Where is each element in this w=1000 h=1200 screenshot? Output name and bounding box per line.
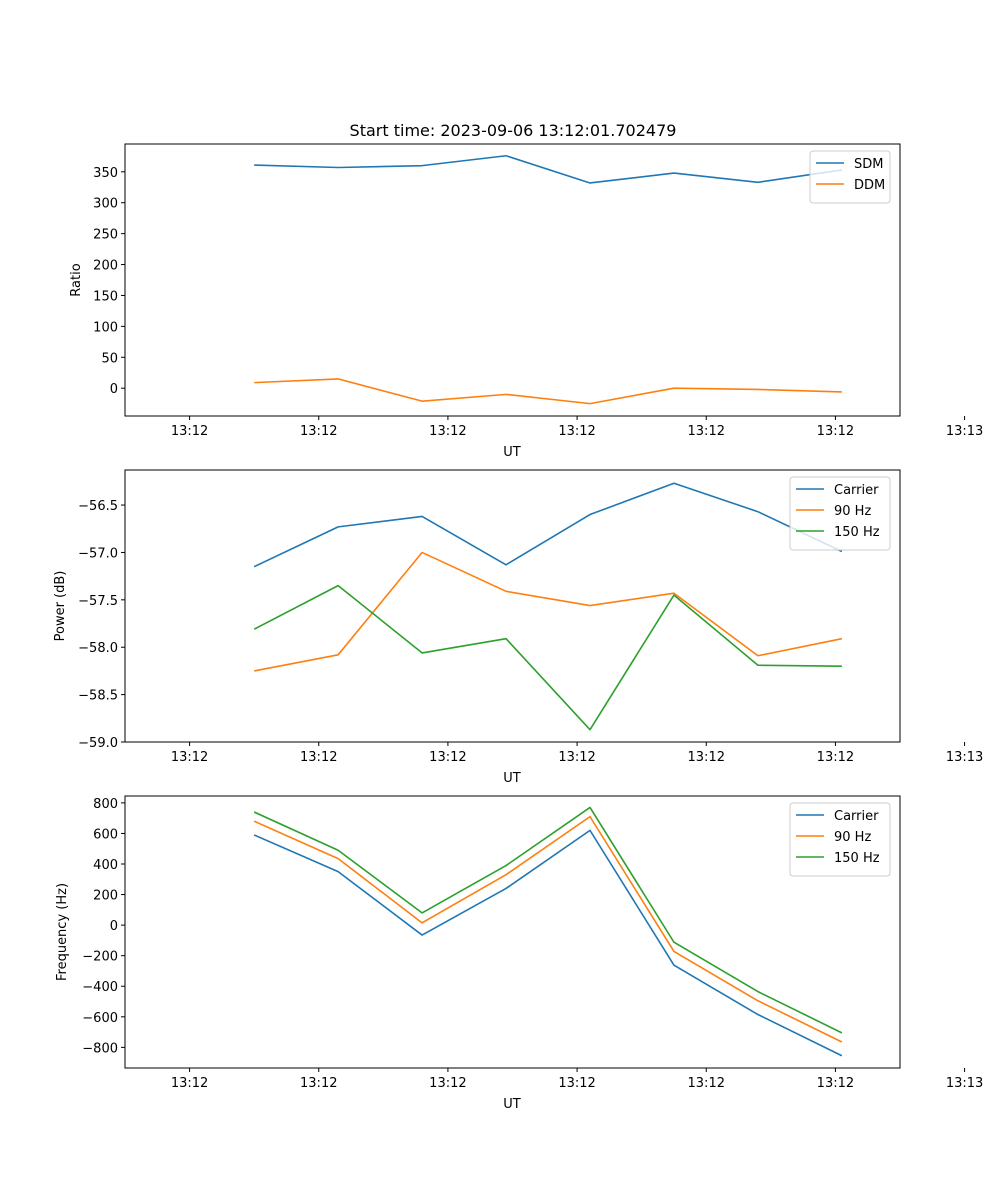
frequency-x-axis: 13:12 13:12 13:12 13:12 13:12 13:12 13:13 (171, 1068, 983, 1091)
frequency-x-tick-label: 13:12 (300, 1076, 337, 1091)
power-x-tick-label: 13:12 (817, 750, 854, 765)
power-panel: 13:12 13:12 13:12 13:12 13:12 13:12 13:13 −59.… (53, 469, 983, 786)
power-y-tick-label: −58.5 (78, 689, 118, 704)
frequency-y-axis: −800 −600 −400 −200 0 200 400 600 800 (82, 797, 125, 1056)
ratio-y-axis: 0 50 100 150 200 250 300 350 (93, 166, 125, 397)
power-x-tick-label: 13:12 (300, 750, 337, 765)
frequency-y-tick-label: −800 (82, 1041, 118, 1056)
frequency-y-axis-label: Frequency (Hz) (55, 883, 70, 981)
frequency-y-tick-label: 200 (93, 889, 118, 904)
power-y-tick-label: −57.0 (78, 546, 118, 561)
frequency-x-tick-label: 13:12 (429, 1076, 466, 1091)
power-legend-label-2: 150 Hz (834, 525, 880, 540)
frequency-series-line-2 (253, 806, 843, 1034)
power-x-tick-label: 13:12 (688, 750, 725, 765)
frequency-legend-label-2: 150 Hz (834, 851, 880, 866)
frequency-y-tick-label: 0 (110, 919, 118, 934)
ratio-panel: Start time: 2023-09-06 13:12:01.702479 1… (69, 121, 983, 460)
ratio-y-tick-label: 300 (93, 197, 118, 212)
power-y-axis: −59.0 −58.5 −58.0 −57.5 −57.0 −56.5 (78, 499, 125, 751)
ratio-x-tick-label: 13:12 (300, 424, 337, 439)
power-x-axis: 13:12 13:12 13:12 13:12 13:12 13:12 13:13 (171, 742, 983, 765)
power-series-group (253, 482, 843, 731)
power-y-axis-label: Power (dB) (53, 571, 68, 642)
power-series-line-1 (254, 551, 843, 672)
ratio-axes-frame (124, 143, 901, 417)
ratio-x-tick-label: 13:12 (558, 424, 595, 439)
frequency-panel: 13:12 13:12 13:12 13:12 13:12 13:12 13:13 −800… (55, 795, 983, 1112)
ratio-x-tick-label: 13:12 (429, 424, 466, 439)
power-series-line-2 (253, 584, 842, 731)
frequency-series-line-0 (253, 829, 843, 1057)
frequency-legend: Carrier 90 Hz 150 Hz (789, 802, 891, 877)
frequency-series-line-1 (253, 815, 843, 1043)
frequency-x-tick-label: 13:13 (946, 1076, 983, 1091)
frequency-y-tick-label: 800 (93, 797, 118, 812)
frequency-x-tick-label: 13:12 (558, 1076, 595, 1091)
ratio-y-axis-label: Ratio (69, 263, 84, 296)
ratio-legend-label-1: DDM (854, 178, 885, 193)
frequency-x-tick-label: 13:12 (688, 1076, 725, 1091)
frequency-y-tick-label: 400 (93, 858, 118, 873)
frequency-legend-label-0: Carrier (834, 809, 879, 824)
power-axes-frame (124, 469, 901, 743)
power-series-line-0 (253, 482, 843, 568)
power-x-tick-label: 13:13 (946, 750, 983, 765)
ratio-x-axis: 13:12 13:12 13:12 13:12 13:12 13:12 13:13 (171, 416, 983, 439)
ratio-y-tick-label: 0 (110, 382, 118, 397)
frequency-y-tick-label: 600 (93, 827, 118, 842)
ratio-series-line-1 (254, 378, 842, 405)
ratio-y-tick-label: 250 (93, 228, 118, 243)
ratio-y-tick-label: 150 (93, 289, 118, 304)
power-x-axis-label: UT (503, 771, 521, 786)
ratio-x-tick-label: 13:12 (171, 424, 208, 439)
ratio-y-tick-label: 50 (101, 351, 118, 366)
ratio-legend-box (809, 150, 891, 204)
frequency-legend-label-1: 90 Hz (834, 830, 871, 845)
ratio-y-tick-label: 200 (93, 259, 118, 274)
ratio-legend-label-0: SDM (854, 157, 883, 172)
frequency-x-tick-label: 13:12 (817, 1076, 854, 1091)
power-legend-label-1: 90 Hz (834, 504, 871, 519)
frequency-axes-frame (124, 795, 901, 1069)
power-x-tick-label: 13:12 (558, 750, 595, 765)
ratio-x-tick-label: 13:12 (688, 424, 725, 439)
ratio-y-tick-label: 350 (93, 166, 118, 181)
power-legend-label-0: Carrier (834, 483, 879, 498)
ratio-legend: SDM DDM (809, 150, 891, 204)
frequency-series-group (253, 806, 843, 1057)
power-x-tick-label: 13:12 (429, 750, 466, 765)
power-legend: Carrier 90 Hz 150 Hz (789, 476, 891, 551)
chart-title: Start time: 2023-09-06 13:12:01.702479 (350, 121, 677, 140)
ratio-series-line-0 (254, 154, 842, 184)
frequency-y-tick-label: −200 (82, 950, 118, 965)
power-x-tick-label: 13:12 (171, 750, 208, 765)
frequency-x-axis-label: UT (503, 1097, 521, 1112)
ratio-y-tick-label: 100 (93, 320, 118, 335)
power-y-tick-label: −59.0 (78, 736, 118, 751)
power-y-tick-label: −56.5 (78, 499, 118, 514)
power-y-tick-label: −57.5 (78, 594, 118, 609)
frequency-y-tick-label: −600 (82, 1011, 118, 1026)
ratio-x-axis-label: UT (503, 445, 521, 460)
ratio-x-tick-label: 13:13 (946, 424, 983, 439)
frequency-x-tick-label: 13:12 (171, 1076, 208, 1091)
frequency-y-tick-label: −400 (82, 980, 118, 995)
power-y-tick-label: −58.0 (78, 641, 118, 656)
ratio-series-group (254, 154, 842, 405)
ratio-x-tick-label: 13:12 (817, 424, 854, 439)
